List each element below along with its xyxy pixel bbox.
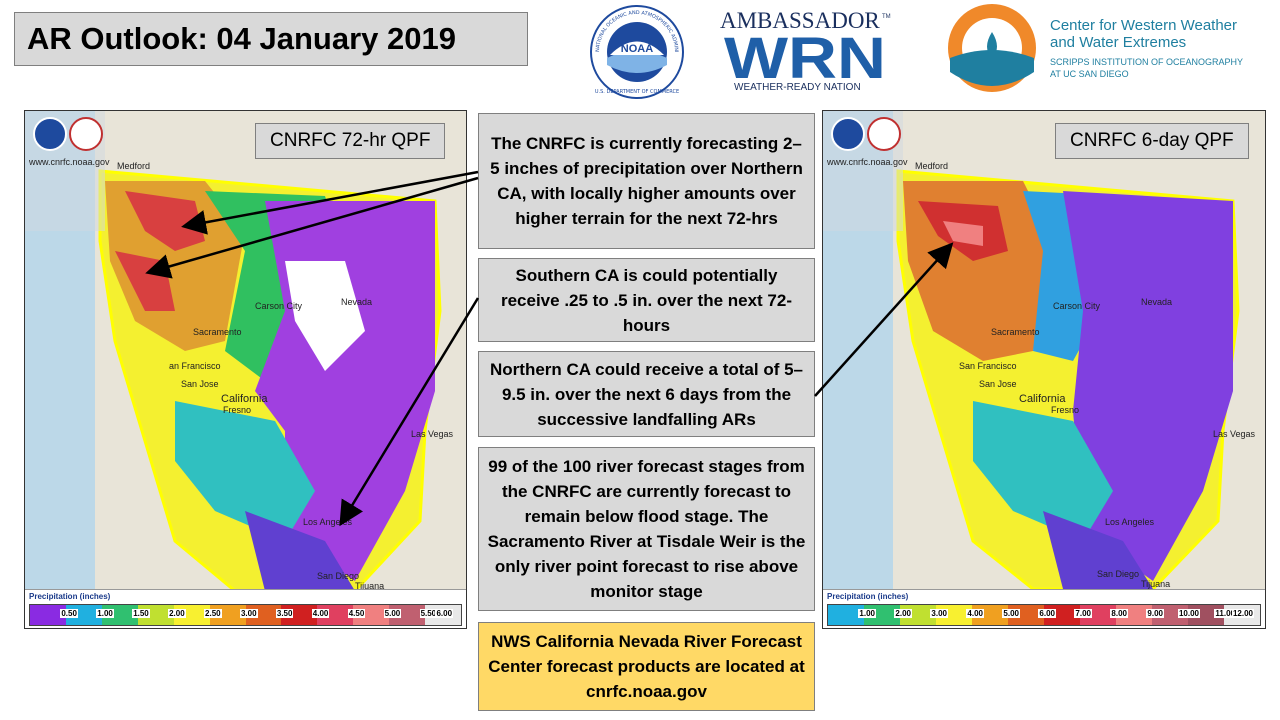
- nws-mini-icon: [867, 117, 901, 151]
- legend-tick: 3.50: [275, 609, 294, 618]
- city-los-angeles: Los Angeles: [1105, 517, 1155, 527]
- legend-tick: 2.00: [894, 609, 912, 618]
- legend-title: Precipitation (inches): [827, 592, 909, 601]
- legend-tick: 5.50: [419, 609, 438, 618]
- city-los-angeles: Los Angeles: [303, 517, 353, 527]
- city-las-vegas: Las Vegas: [1213, 429, 1256, 439]
- legend-tick: 1.00: [858, 609, 876, 618]
- legend-tick: 1.50: [132, 609, 150, 618]
- right-precip-legend: Precipitation (inches) 1.00 2.00 3.00 4.…: [823, 589, 1265, 628]
- legend-tick: 2.00: [168, 609, 186, 618]
- city-san-jose: San Jose: [979, 379, 1017, 389]
- cw3e-name-line1: Center for Western Weather: [1050, 17, 1237, 34]
- cw3e-name-line2: and Water Extremes: [1050, 34, 1186, 51]
- forecast-box-river-stages: 99 of the 100 river forecast stages from…: [478, 447, 815, 611]
- left-qpf-map: www.cnrfc.noaa.gov CNRFC 72-hr QPF Medfo…: [24, 110, 467, 629]
- city-san-francisco: San Francisco: [959, 361, 1017, 371]
- legend-title: Precipitation (inches): [29, 592, 111, 601]
- wrn-sub-text: WEATHER-READY NATION: [734, 82, 861, 93]
- wrn-text: WRN: [724, 26, 886, 91]
- legend-tick: 7.00: [1074, 609, 1092, 618]
- legend-segment: 0.50: [30, 605, 78, 625]
- legend-tick: 0.50: [60, 609, 78, 618]
- legend-tick: 5.00: [1002, 609, 1020, 618]
- forecast-box-northern-6day: Northern CA could receive a total of 5–9…: [478, 351, 815, 437]
- map-url: www.cnrfc.noaa.gov: [827, 157, 908, 167]
- city-tijuana: Tijuana: [355, 581, 385, 591]
- legend-tick: 6.00: [435, 609, 454, 618]
- city-california: California: [1019, 393, 1066, 405]
- legend-tick: 4.50: [347, 609, 366, 618]
- legend-tick: 1.00: [96, 609, 114, 618]
- legend-segment: 12.00: [1224, 605, 1260, 625]
- left-map-label: CNRFC 72-hr QPF: [255, 123, 446, 159]
- city-san-diego: San Diego: [1097, 569, 1140, 579]
- left-map-graphic: [25, 111, 466, 591]
- city-san-jose: San Jose: [181, 379, 219, 389]
- city-sacramento: Sacramento: [991, 327, 1040, 337]
- map-url: www.cnrfc.noaa.gov: [29, 157, 110, 167]
- legend-tick: 10.00: [1177, 609, 1200, 618]
- city-san-diego: San Diego: [317, 571, 360, 581]
- noaa-mini-icon: [33, 117, 67, 151]
- city-medford: Medford: [117, 161, 151, 171]
- right-map-graphic: [823, 111, 1265, 589]
- legend-tick: 5.00: [383, 609, 402, 618]
- legend-color-bar: 0.50 1.00 1.50 2.00 2.50 3.00 3.50 4.00 …: [29, 604, 462, 626]
- legend-tick: 4.00: [966, 609, 984, 618]
- city-nevada: Nevada: [341, 297, 373, 307]
- noaa-logo: NATIONAL OCEANIC AND ATMOSPHERIC ADMINIS…: [585, 0, 686, 101]
- cnrfc-link-box[interactable]: NWS California Nevada River Forecast Cen…: [478, 622, 815, 711]
- legend-tick: 4.00: [311, 609, 330, 618]
- legend-tick: 3.00: [239, 609, 258, 618]
- page-title: AR Outlook: 04 January 2019: [14, 12, 528, 66]
- city-tijuana: Tijuana: [1141, 579, 1171, 589]
- forecast-box-northern-72hr: The CNRFC is currently forecasting 2–5 i…: [478, 113, 815, 249]
- city-medford: Medford: [915, 161, 949, 171]
- left-precip-legend: Precipitation (inches) 0.50 1.00 1.50 2.…: [25, 589, 466, 628]
- legend-tick: 11.00: [1214, 609, 1236, 618]
- forecast-box-southern: Southern CA is could potentially receive…: [478, 258, 815, 342]
- right-map-label: CNRFC 6-day QPF: [1055, 123, 1249, 159]
- city-las-vegas: Las Vegas: [411, 429, 454, 439]
- right-qpf-map: www.cnrfc.noaa.gov CNRFC 6-day QPF Medfo…: [822, 110, 1266, 629]
- city-san-francisco: an Francisco: [169, 361, 221, 371]
- legend-tick: 8.00: [1110, 609, 1128, 618]
- cw3e-logo: Center for Western Weather and Water Ext…: [946, 2, 1276, 94]
- noaa-bottom-text: U.S. DEPARTMENT OF COMMERCE: [595, 89, 679, 95]
- noaa-center-text: NOAA: [621, 43, 653, 55]
- ambassador-text: AMBASSADOR: [720, 8, 880, 33]
- noaa-mini-icon: [831, 117, 865, 151]
- legend-tick: 2.50: [204, 609, 222, 618]
- legend-tick: 12.00: [1231, 609, 1254, 618]
- nws-mini-icon: [69, 117, 103, 151]
- legend-color-bar: 1.00 2.00 3.00 4.00 5.00 6.00 7.00 8.00 …: [827, 604, 1261, 626]
- cw3e-sub-line2: AT UC SAN DIEGO: [1050, 69, 1129, 79]
- city-fresno: Fresno: [223, 405, 252, 415]
- legend-tick: 3.00: [930, 609, 948, 618]
- tm-text: TM: [882, 14, 891, 20]
- city-california: California: [221, 393, 268, 405]
- legend-tick: 6.00: [1038, 609, 1056, 618]
- city-fresno: Fresno: [1051, 405, 1080, 415]
- city-sacramento: Sacramento: [193, 327, 242, 337]
- wrn-logo: AMBASSADOR TM WRN WEATHER-READY NATION: [716, 6, 896, 94]
- city-carson-city: Carson City: [255, 301, 303, 311]
- city-nevada: Nevada: [1141, 297, 1173, 307]
- city-carson-city: Carson City: [1053, 301, 1101, 311]
- cw3e-sub-line1: SCRIPPS INSTITUTION OF OCEANOGRAPHY: [1050, 57, 1243, 67]
- legend-tick: 9.00: [1146, 609, 1164, 618]
- legend-segment: 1.00: [828, 605, 876, 625]
